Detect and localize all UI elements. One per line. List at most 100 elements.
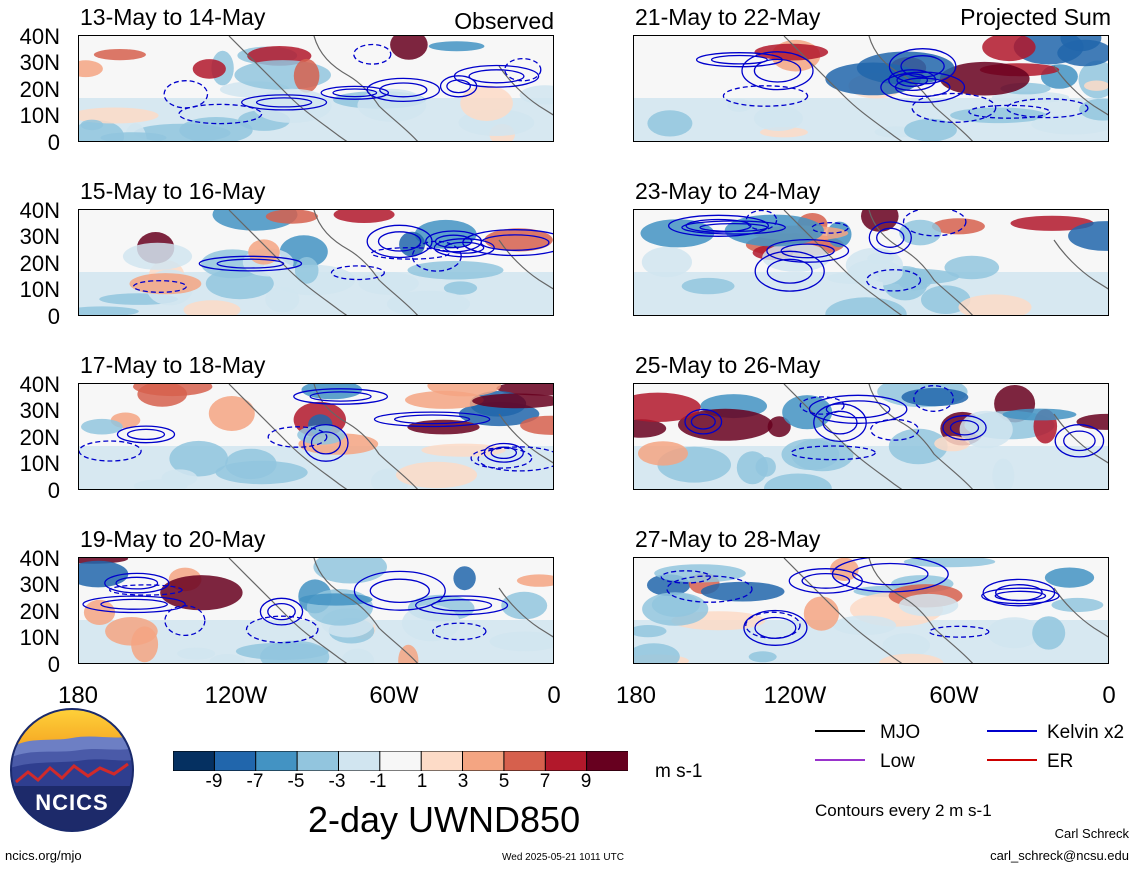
map-panel-1 bbox=[78, 35, 554, 142]
panel-title-6: 23-May to 24-May bbox=[635, 178, 821, 204]
colorbar-label: 3 bbox=[457, 771, 469, 792]
wind-anomaly-shade bbox=[390, 36, 428, 60]
map-panel-2 bbox=[78, 209, 554, 316]
map-panel-5 bbox=[633, 35, 1109, 142]
panel-title-4: 19-May to 20-May bbox=[80, 526, 266, 552]
kelvin-contour-negative bbox=[928, 625, 990, 638]
lat-label-30n: 30N bbox=[19, 50, 60, 75]
kelvin-contour bbox=[444, 241, 485, 254]
kelvin-contour bbox=[981, 587, 1060, 605]
footer-url[interactable]: ncics.org/mjo bbox=[5, 848, 82, 863]
wind-anomaly-shade bbox=[982, 36, 1036, 62]
lat-label-20n: 20N bbox=[19, 77, 60, 102]
kelvin-contour-negative bbox=[178, 103, 263, 125]
kelvin-contour bbox=[1063, 430, 1096, 452]
colorbar-swatch bbox=[213, 750, 257, 772]
wind-anomaly-shade bbox=[122, 242, 193, 270]
lon-label-120w-left: 120W bbox=[204, 682, 268, 709]
wind-anomaly-shade bbox=[829, 558, 859, 581]
wind-anomaly-shade bbox=[79, 560, 129, 588]
lat-label-40n: 40N bbox=[19, 546, 60, 571]
wind-anomaly-shade bbox=[641, 246, 692, 278]
wind-anomaly-shade bbox=[634, 643, 680, 663]
wind-anomaly-shade bbox=[208, 396, 255, 431]
kelvin-contour bbox=[684, 408, 723, 435]
wind-anomaly-shade bbox=[93, 49, 146, 61]
wind-anomaly-shade bbox=[294, 257, 319, 284]
coastline bbox=[498, 65, 553, 116]
wind-anomaly-shade bbox=[727, 98, 752, 112]
wind-anomaly-shade bbox=[931, 218, 985, 235]
logo-text: NCICS bbox=[35, 790, 109, 815]
kelvin-contour-negative bbox=[267, 426, 328, 448]
wind-anomaly-shade bbox=[1002, 408, 1077, 421]
kelvin-contour bbox=[685, 218, 752, 233]
wind-anomaly-shade bbox=[736, 451, 768, 485]
kelvin-contour bbox=[831, 558, 949, 593]
kelvin-contour bbox=[462, 229, 553, 257]
wind-anomaly-shade bbox=[991, 91, 1070, 104]
lat-label-20n: 20N bbox=[19, 425, 60, 450]
kelvin-contour-negative bbox=[911, 92, 997, 123]
wind-anomaly-shade bbox=[901, 388, 969, 407]
legend-mjo: MJO bbox=[880, 722, 921, 743]
kelvin-contour bbox=[216, 258, 285, 269]
wind-anomaly-shade bbox=[489, 631, 553, 652]
coastline bbox=[313, 384, 419, 489]
wind-anomaly-shade bbox=[934, 435, 970, 452]
wind-anomaly-shade bbox=[79, 107, 159, 124]
kelvin-contour-negative bbox=[799, 396, 845, 415]
wind-anomaly-shade bbox=[129, 273, 202, 295]
lat-label-40n: 40N bbox=[19, 372, 60, 397]
kelvin-line bbox=[987, 730, 1037, 732]
colorbar-swatch bbox=[296, 750, 340, 772]
kelvin-contour-negative bbox=[353, 43, 392, 65]
kelvin-contour-negative bbox=[163, 80, 209, 109]
colorbar-swatch bbox=[462, 750, 505, 772]
footer-email[interactable]: carl_schreck@ncsu.edu bbox=[990, 848, 1129, 863]
kelvin-contour-negative bbox=[790, 445, 876, 461]
kelvin-contour-negative bbox=[722, 85, 809, 107]
contour-legend: MJO Kelvin x2 Low ER bbox=[815, 722, 1135, 782]
wind-anomaly-shade bbox=[1010, 215, 1094, 231]
kelvin-contour bbox=[766, 258, 813, 284]
wind-anomaly-shade bbox=[192, 59, 226, 79]
er-line bbox=[987, 759, 1037, 761]
wind-anomaly-shade bbox=[681, 277, 735, 295]
panel-title-5: 21-May to 22-May bbox=[635, 4, 821, 30]
coastline bbox=[498, 413, 553, 464]
colorbar-label: -9 bbox=[205, 771, 223, 792]
wind-anomaly-shade bbox=[169, 440, 228, 477]
low-line bbox=[815, 759, 865, 761]
map-panel-3 bbox=[78, 383, 554, 490]
wind-anomaly-shade bbox=[460, 85, 513, 121]
wind-anomaly-shade bbox=[131, 626, 159, 663]
colorbar-label: 7 bbox=[539, 771, 551, 792]
coastline bbox=[1053, 65, 1108, 116]
kelvin-contour bbox=[780, 243, 835, 259]
kelvin-contour bbox=[699, 222, 768, 233]
colorbar-label: -1 bbox=[369, 771, 387, 792]
coastline bbox=[783, 384, 903, 489]
lon-label-180-right: 180 bbox=[615, 682, 657, 709]
wind-anomaly-shade bbox=[753, 105, 803, 131]
wind-anomaly-shade bbox=[80, 119, 104, 131]
kelvin-contour-negative bbox=[432, 622, 487, 641]
wind-anomaly-shade bbox=[161, 469, 198, 487]
kelvin-contour bbox=[377, 231, 422, 252]
wind-anomaly-shade bbox=[1032, 616, 1066, 650]
lon-label-120w-right: 120W bbox=[763, 682, 827, 709]
kelvin-contour bbox=[309, 391, 372, 402]
kelvin-contour-negative bbox=[660, 570, 711, 584]
lat-label-0: 0 bbox=[47, 652, 60, 677]
map-panel-7 bbox=[633, 383, 1109, 490]
wind-anomaly-shade bbox=[395, 461, 478, 489]
wind-anomaly-shade bbox=[638, 441, 688, 466]
kelvin-contour bbox=[942, 415, 987, 441]
kelvin-contour bbox=[868, 221, 912, 255]
wind-anomaly-shade bbox=[921, 285, 971, 314]
colorbar-label: -5 bbox=[287, 771, 305, 792]
wind-anomaly-shade bbox=[825, 297, 907, 315]
kelvin-contour bbox=[766, 238, 850, 263]
colorbar-swatch bbox=[586, 750, 630, 772]
